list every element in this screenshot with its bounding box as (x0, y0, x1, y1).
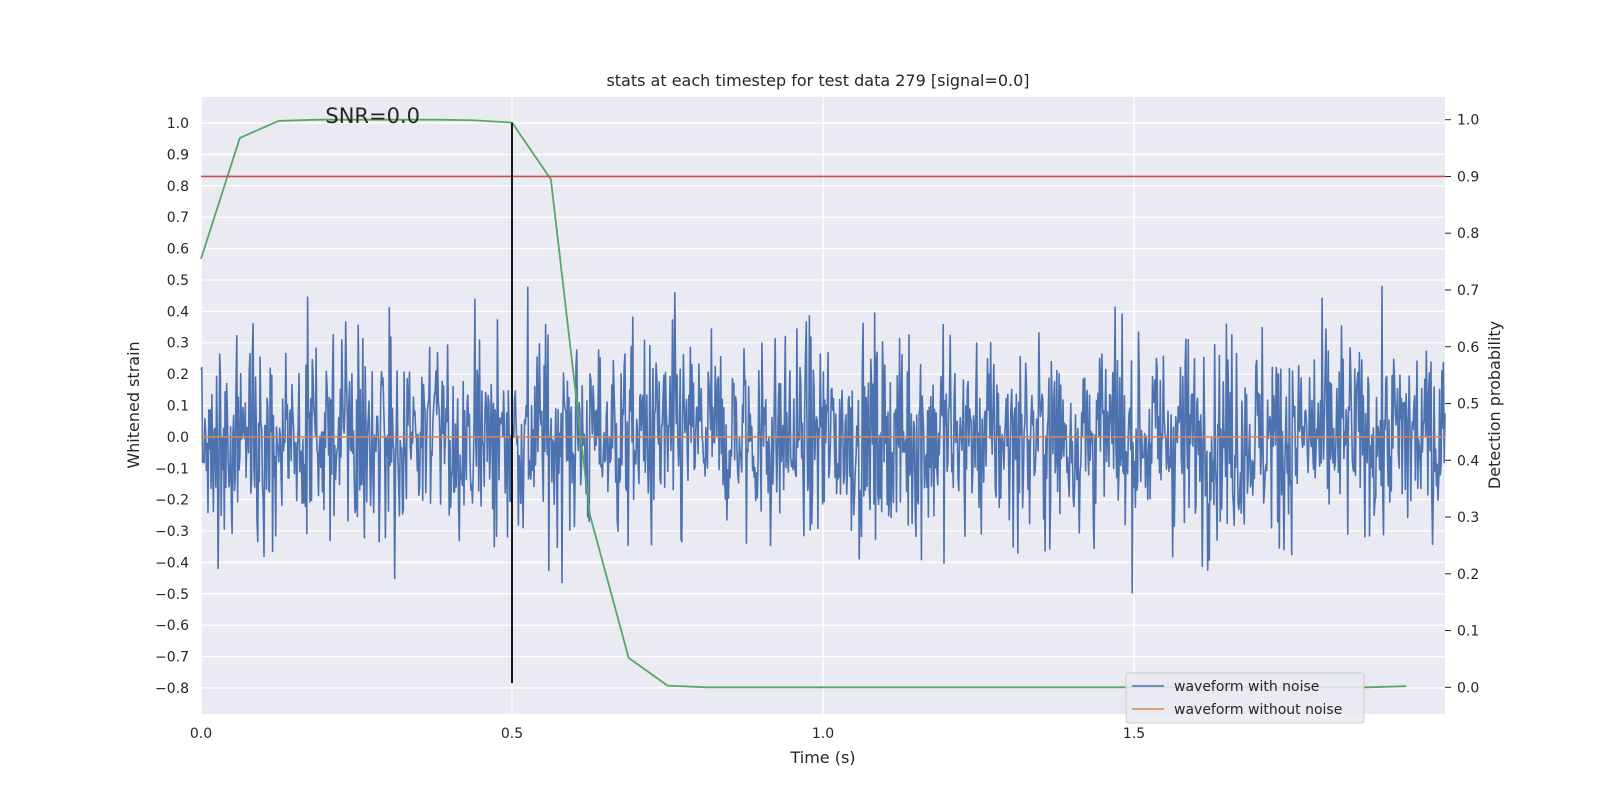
legend-label-clean: waveform without noise (1174, 702, 1342, 718)
y-axis-label: Whitened strain (124, 341, 143, 468)
y-tick-label: 0.9 (167, 147, 189, 163)
y-tick-label: 0.7 (167, 210, 189, 226)
y-tick-label: −0.3 (155, 524, 189, 540)
y2-tick-label: 0.9 (1457, 169, 1479, 185)
legend-box (1125, 672, 1365, 724)
y-tick-label: 0.5 (167, 273, 189, 289)
y2-tick-label: 0.0 (1457, 680, 1479, 696)
y-tick-label: 0.0 (167, 430, 189, 446)
y2-tick-label: 0.8 (1457, 226, 1479, 242)
y-tick-label: 0.2 (167, 367, 189, 383)
x-tick-label: 0.5 (501, 726, 523, 742)
snr-annotation: SNR=0.0 (325, 104, 420, 128)
y-tick-label: −0.7 (155, 650, 189, 666)
y-tick-label: 0.3 (167, 336, 189, 352)
y2-tick-label: 0.6 (1457, 340, 1479, 356)
y-tick-label: 0.1 (167, 399, 189, 415)
legend: waveform with noise waveform without noi… (1125, 672, 1365, 724)
y2-axis-label: Detection probability (1485, 321, 1504, 489)
y-tick-label: 0.4 (167, 304, 189, 320)
x-tick-label: 1.0 (812, 726, 834, 742)
x-tick-label: 0.0 (190, 726, 212, 742)
tick-labels: 0.0 0.5 1.0 1.5 1.0 0.9 0.8 0.7 0.6 0.5 0.4 0.3 0.2 0… (155, 113, 1479, 742)
y-tick-label: −0.2 (155, 493, 189, 509)
y-tick-label: 0.8 (167, 179, 189, 195)
chart-title: stats at each timestep for test data 279… (606, 71, 1029, 90)
y2-tick-label: 0.4 (1457, 453, 1479, 469)
y2-tick-label: 1.0 (1457, 113, 1479, 129)
series-waveform-with-noise (200, 285, 1446, 594)
y2-tick-label: 0.1 (1457, 624, 1479, 640)
y2-tick-label: 0.2 (1457, 567, 1479, 583)
y-tick-label: −0.5 (155, 587, 189, 603)
y2-tick-label: 0.7 (1457, 283, 1479, 299)
y2-tick-label: 0.5 (1457, 397, 1479, 413)
legend-label-noise: waveform with noise (1174, 679, 1319, 695)
y-tick-label: 1.0 (167, 116, 189, 132)
y2-tick-label: 0.3 (1457, 510, 1479, 526)
y-tick-label: −0.1 (155, 461, 189, 477)
y-tick-label: 0.6 (167, 242, 189, 258)
x-axis-label: Time (s) (789, 748, 855, 767)
x-tick-label: 1.5 (1123, 726, 1145, 742)
y-tick-label: −0.4 (155, 555, 189, 571)
y-tick-label: −0.8 (155, 681, 189, 697)
y-tick-label: −0.6 (155, 618, 189, 634)
